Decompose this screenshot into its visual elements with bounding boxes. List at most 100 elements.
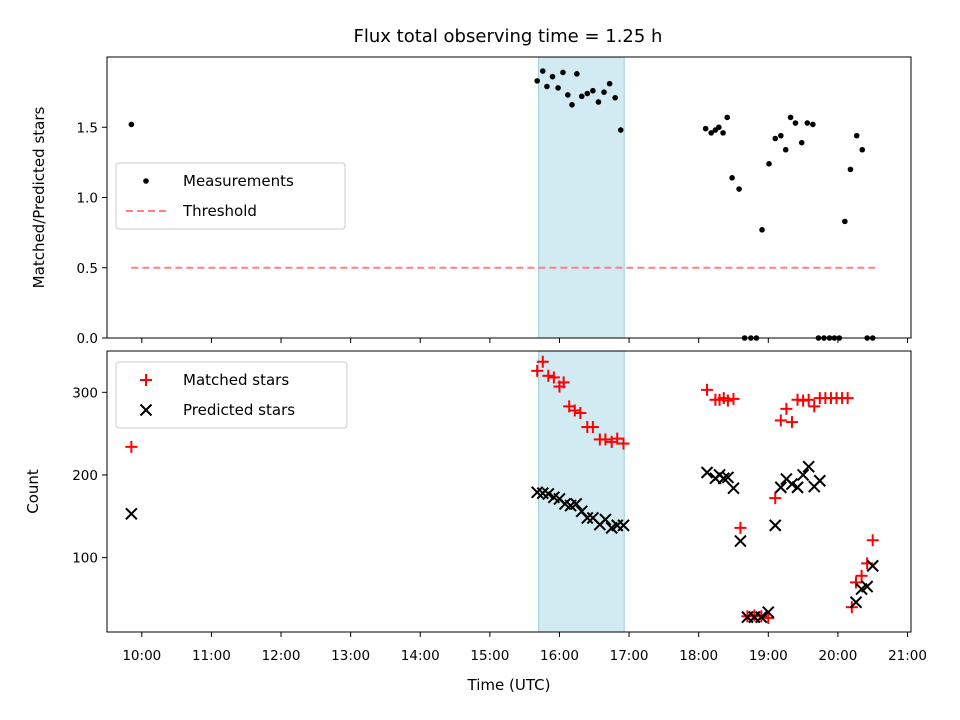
measurement-point — [612, 94, 618, 101]
x-tick-label: 21:00 — [888, 648, 927, 664]
measurement-point — [584, 90, 591, 97]
x-tick-label: 14:00 — [401, 648, 440, 664]
measurement-point — [617, 127, 624, 133]
measurement-point — [792, 120, 799, 126]
y-tick-label: 300 — [72, 385, 98, 401]
predicted-star-point — [734, 534, 747, 548]
predicted-star-point — [569, 497, 583, 511]
predicted-star-point — [717, 472, 730, 485]
legend-marker-plus — [140, 374, 152, 386]
x-tick-label: 15:00 — [470, 648, 509, 664]
x-tick-label: 19:00 — [749, 648, 788, 664]
matched-stars-points — [125, 355, 879, 624]
predicted-star-point — [700, 466, 714, 479]
measurement-point — [544, 83, 550, 90]
measurement-point — [539, 68, 546, 74]
measurement-point — [729, 175, 735, 181]
chart-title: Flux total observing time = 1.25 h — [354, 26, 663, 47]
highlight-span-bottom — [538, 350, 625, 633]
measurement-point — [778, 132, 784, 139]
y-tick-label: 0.0 — [77, 331, 98, 347]
measurement-point — [787, 114, 794, 121]
axes-frame-top — [106, 56, 912, 339]
x-ticks-top — [141, 338, 909, 343]
legend-bottom: Matched stars Predicted stars — [115, 361, 348, 429]
measurement-point — [569, 101, 575, 108]
predicted-star-point — [802, 460, 815, 473]
legend-box — [115, 162, 346, 230]
measurement-point — [853, 132, 860, 139]
matched-star-point — [769, 492, 782, 505]
predicted-star-point — [599, 513, 612, 526]
matched-star-point — [125, 440, 138, 453]
predicted-star-point — [791, 481, 804, 494]
predicted-star-point — [721, 471, 735, 484]
measurement-point — [847, 166, 854, 173]
predicted-star-point — [727, 481, 740, 495]
measurement-point — [560, 69, 566, 76]
x-tick-label: 18:00 — [679, 648, 718, 664]
x-axis-label: Time (UTC) — [467, 676, 551, 694]
measurement-point — [716, 124, 722, 131]
x-ticks-bottom: 10:00 11:00 12:00 13:00 14:00 15:00 16:00 17:00… — [122, 632, 927, 664]
matched-star-point — [727, 392, 740, 405]
y-tick-label: 100 — [72, 551, 98, 567]
matched-star-point — [586, 421, 599, 434]
measurement-point — [128, 121, 135, 128]
predicted-stars-points — [125, 460, 879, 624]
y-axis-label-top: Matched/Predicted stars — [30, 107, 48, 289]
top-panel: 0.0 0.5 1.0 1.5 Matched/Predicted stars Mea… — [30, 56, 912, 347]
predicted-star-point — [866, 559, 879, 573]
x-tick-label: 12:00 — [262, 648, 301, 664]
x-tick-label: 10:00 — [122, 648, 161, 664]
measurement-point — [859, 146, 866, 153]
matched-star-point — [599, 433, 612, 446]
y-axis-label-bottom: Count — [24, 469, 42, 514]
predicted-star-point — [755, 610, 768, 624]
legend-label: Measurements — [183, 172, 294, 190]
predicted-star-point — [849, 596, 863, 609]
y-tick-label: 200 — [72, 468, 98, 484]
predicted-star-point — [542, 487, 555, 501]
x-tick-label: 17:00 — [610, 648, 649, 664]
measurement-point — [720, 130, 726, 136]
legend-box — [115, 361, 348, 429]
matched-star-point — [866, 534, 879, 547]
matched-star-point — [617, 437, 630, 450]
predicted-star-point — [796, 468, 810, 482]
measurement-point — [702, 125, 709, 132]
axes-frame-bottom — [106, 350, 912, 633]
measurement-point — [549, 73, 556, 80]
measurement-point — [804, 120, 811, 126]
y-ticks-bottom: 100 200 300 — [72, 385, 107, 567]
measurement-point — [595, 99, 602, 105]
measurement-point — [565, 92, 571, 98]
matched-star-point — [785, 416, 798, 429]
matched-star-point — [611, 432, 624, 445]
matched-star-point — [542, 369, 555, 382]
predicted-star-point — [762, 605, 775, 619]
legend-label: Predicted stars — [183, 401, 295, 419]
legend-top: Measurements Threshold — [115, 162, 346, 230]
y-tick-label: 1.5 — [77, 120, 98, 136]
matched-star-point — [762, 611, 775, 624]
measurement-point — [601, 89, 607, 95]
y-ticks-top: 0.0 0.5 1.0 1.5 — [77, 120, 107, 347]
matched-star-point — [547, 371, 560, 384]
measurement-points — [128, 68, 876, 341]
x-tick-label: 20:00 — [818, 648, 857, 664]
matched-star-point — [774, 414, 787, 427]
measurement-point — [766, 160, 772, 167]
predicted-star-point — [813, 474, 827, 487]
measurement-point — [606, 80, 613, 87]
measurement-point — [798, 139, 805, 146]
legend-marker-dot — [143, 178, 149, 184]
highlight-span-top — [538, 56, 625, 339]
measurement-point — [782, 146, 789, 153]
measurement-point — [810, 121, 816, 128]
measurement-point — [708, 130, 715, 136]
matched-star-point — [568, 404, 581, 417]
x-tick-label: 13:00 — [331, 648, 370, 664]
measurement-point — [759, 227, 765, 233]
